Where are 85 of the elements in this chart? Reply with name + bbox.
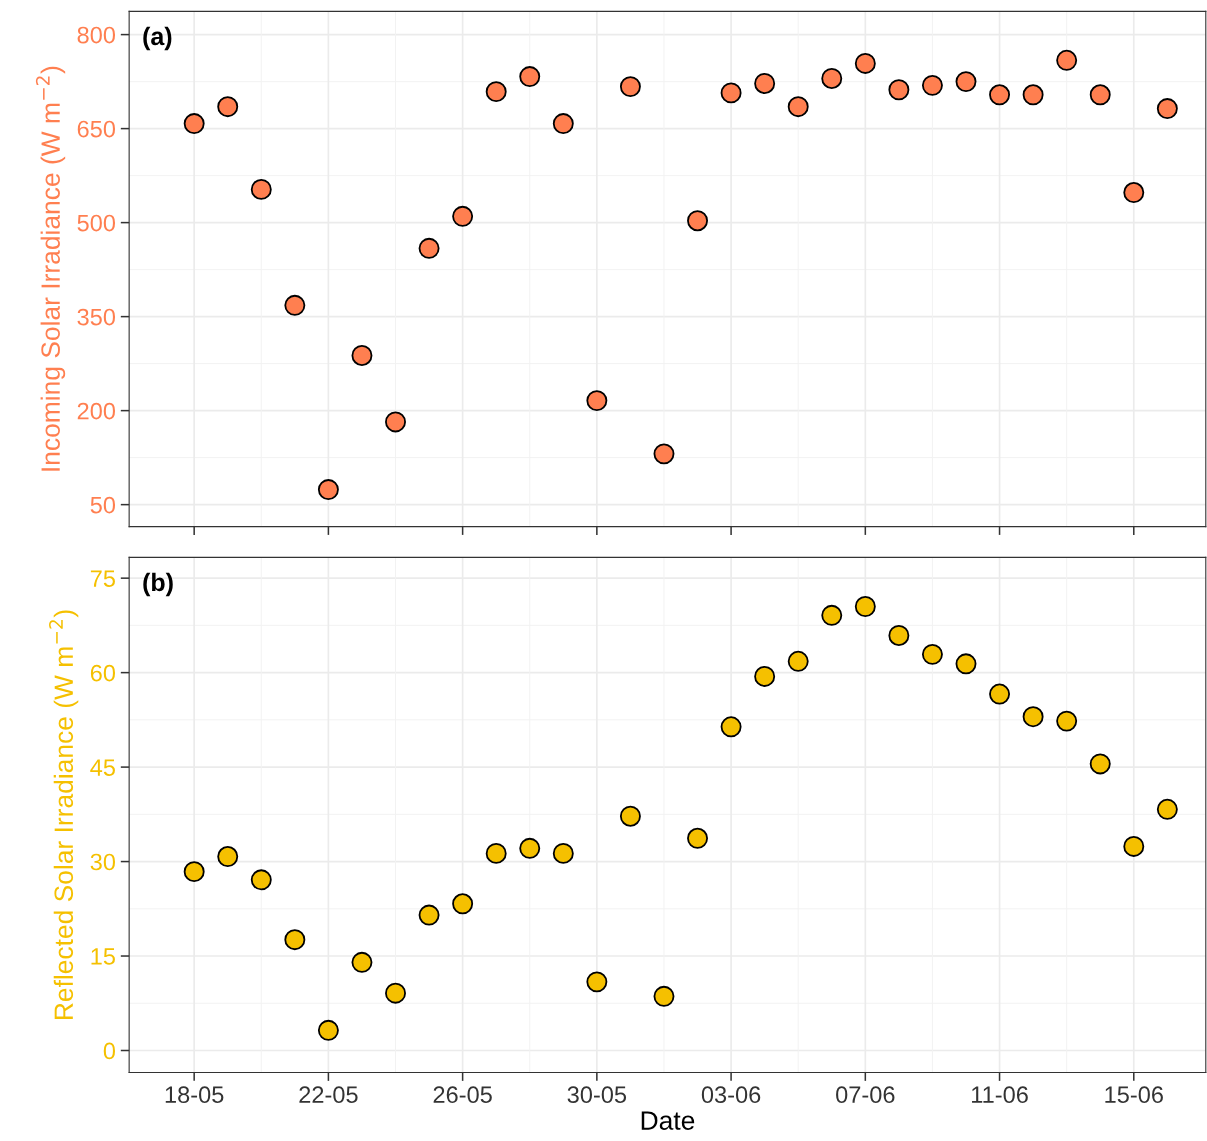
point [787,650,809,672]
point [653,443,675,465]
x-tick-label: 18-05 [165,1086,224,1104]
point [351,345,373,366]
point [888,624,910,646]
point [418,904,440,926]
point [787,96,809,118]
x-tick-label: 22-05 [299,1086,358,1104]
x-tick-label: 26-05 [433,1086,492,1104]
point [955,653,977,675]
point [586,390,608,412]
annotation: (b) [143,572,173,597]
point [385,982,406,1004]
point [452,893,474,915]
y-tick-label: 650 [77,120,116,138]
point [1022,84,1044,106]
point [687,827,709,849]
point [888,79,910,101]
point [921,643,943,665]
point [1123,182,1145,204]
point [385,411,406,433]
point [1156,798,1178,820]
x-tick-label: 11-06 [972,1086,1028,1104]
y-tick-label: 500 [77,214,116,232]
point [317,1019,339,1041]
point [217,846,239,868]
point [1056,49,1078,71]
point [519,837,541,859]
point [452,205,474,227]
point [619,76,641,98]
point [217,96,239,118]
point [854,52,876,74]
point [485,842,507,864]
point [519,66,541,88]
y-tick-label: 0 [103,1042,116,1060]
point [586,971,608,993]
point [989,84,1011,106]
point [317,479,339,501]
y-tick-label: 350 [77,308,116,326]
point [1056,710,1078,732]
y-tick-label: 45 [90,759,115,776]
point [183,861,205,883]
point [552,113,574,135]
x-tick-label: 03-06 [701,1086,761,1104]
point [1022,706,1044,728]
y-tick-label: 60 [90,664,116,682]
point [619,805,641,827]
annotation: (a) [143,26,172,51]
point [1123,835,1145,857]
y-tick-label: 800 [77,26,116,44]
x-tick-label: 15-06 [1105,1086,1163,1104]
y-tick-label: 200 [77,402,116,420]
point [1156,98,1178,120]
x-tick-label: 07-06 [836,1086,895,1104]
y-tick-label: 75 [90,570,115,587]
y-tick-label: 50 [90,496,116,514]
point [754,665,776,687]
point [250,869,272,891]
point [1089,84,1111,106]
point [720,716,742,738]
point [284,929,306,951]
point [552,842,574,864]
x-tick-label: 30-05 [567,1086,627,1104]
point [250,178,272,200]
y-tick-label: 15 [91,948,115,965]
point [955,71,977,93]
point [720,82,742,104]
point [821,67,843,89]
y-axis-title: Incoming Solar Irradiance (W m$^{−2}$) [35,66,66,471]
point [921,74,943,96]
point [854,596,876,617]
point [989,683,1011,705]
point [418,237,440,259]
point [653,985,675,1007]
point [754,73,776,94]
point [1089,753,1111,775]
y-tick-label: 30 [90,853,116,871]
point [687,210,709,232]
point [485,81,507,103]
point [821,604,843,626]
y-axis-title: Reflected Solar Irradiance (W m$^{−2}$) [49,610,79,1020]
x-axis-title: Date [641,1111,695,1130]
point [183,113,205,135]
point [284,294,306,316]
point [351,951,373,973]
